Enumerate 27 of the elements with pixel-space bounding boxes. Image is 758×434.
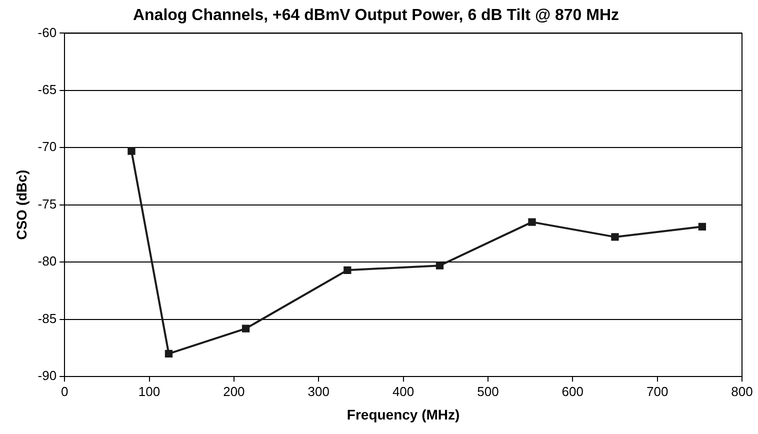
x-tick-label: 500 <box>477 384 499 399</box>
x-tick-label: 0 <box>60 384 68 399</box>
point <box>436 262 444 270</box>
point <box>698 222 706 230</box>
x-tick-label: 400 <box>392 384 414 399</box>
x-tick-label: 700 <box>646 384 668 399</box>
x-axis-title: Frequency (MHz) <box>346 406 460 422</box>
y-axis-title: CSO (dBc) <box>13 170 30 240</box>
point <box>164 350 173 358</box>
y-tick-label: -80 <box>38 254 57 269</box>
point <box>128 147 136 155</box>
point <box>611 233 619 241</box>
y-tick-label: -65 <box>38 82 57 98</box>
y-tick-label: -70 <box>38 139 57 154</box>
chart-title: Analog Channels, +64 dBmV Output Power, 6 dB Tilt @ 870 MHz <box>132 7 620 24</box>
x-tick-label: 100 <box>138 384 160 399</box>
y-tick-label: -90 <box>38 368 57 384</box>
x-tick-label: 200 <box>223 384 245 399</box>
y-tick-label: -85 <box>38 310 57 326</box>
y-tick-label: -60 <box>38 24 57 40</box>
y-tick-label: -75 <box>38 196 57 212</box>
x-tick-label: 600 <box>562 384 584 399</box>
point <box>528 218 536 226</box>
point <box>242 324 250 332</box>
point <box>344 266 352 274</box>
x-tick-label: 800 <box>731 384 753 399</box>
x-tick-label: 300 <box>308 384 330 399</box>
